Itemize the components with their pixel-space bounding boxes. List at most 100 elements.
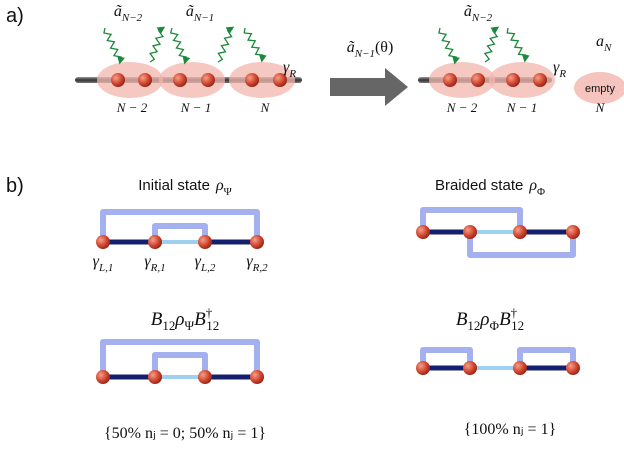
operator-label: ãN−1 [186, 3, 214, 24]
operator-label-sub: N−2 [471, 12, 493, 24]
majorana [250, 235, 264, 249]
site-label: N [595, 100, 606, 115]
site-label: N − 1 [506, 100, 537, 115]
result: {100% nⱼ = 1} [464, 421, 557, 438]
site [97, 62, 163, 98]
removed-label-base: a [596, 33, 604, 50]
arrow-label-arg: (θ) [375, 39, 393, 56]
site-label: N − 2 [446, 100, 478, 115]
op-rho-sub: Ψ [185, 318, 195, 333]
gamma-label: γL,2 [195, 253, 216, 274]
op-b-sub: 12 [162, 318, 175, 333]
operator-label-sub: N−1 [193, 12, 214, 24]
majorana [201, 73, 215, 87]
gamma-label-sub: L,1 [98, 262, 113, 274]
majorana [96, 370, 110, 384]
state-title-text: Initial state [138, 177, 210, 194]
majorana [198, 370, 212, 384]
operator-label: ãN−2 [464, 3, 493, 24]
photon [439, 28, 456, 62]
operation-label: B12ρΨB†12 [151, 305, 219, 333]
gamma-label: γR [553, 59, 566, 80]
op-b: B [151, 309, 163, 330]
site [159, 62, 225, 98]
majorana [148, 370, 162, 384]
rho: ρ [215, 177, 224, 194]
majorana [138, 73, 152, 87]
photon [218, 28, 232, 62]
majorana [416, 225, 430, 239]
majorana [566, 361, 580, 375]
gamma-label-sub: L,2 [200, 262, 216, 274]
op-rho: ρ [174, 309, 184, 330]
majorana [173, 73, 187, 87]
majorana [443, 73, 457, 87]
op-b: B [194, 309, 206, 330]
gamma-label: γL,1 [93, 253, 114, 274]
photon [485, 28, 497, 62]
majorana [513, 361, 527, 375]
panel-label: a) [6, 5, 24, 27]
op-rho: ρ [479, 309, 489, 330]
transfer-arrow [330, 68, 408, 106]
state-title: Braided state ρΦ [435, 177, 545, 198]
majorana [198, 235, 212, 249]
photon [150, 28, 163, 62]
majorana [245, 73, 259, 87]
majorana [250, 370, 264, 384]
site-label: N [260, 100, 271, 115]
photon [171, 28, 187, 62]
fusion-loop [155, 226, 205, 242]
gamma-label-sub: R [558, 68, 566, 80]
arrow-label: ãN−1(θ) [347, 39, 394, 60]
op-b-sub: 12 [206, 318, 219, 333]
site-label: N − 2 [116, 100, 148, 115]
op-rho-sub: Φ [490, 318, 500, 333]
fusion-loop [155, 355, 205, 377]
majorana [566, 225, 580, 239]
majorana [471, 73, 485, 87]
removed-label-sub: N [603, 42, 612, 54]
gamma-label: γR,2 [246, 253, 268, 274]
result: {50% nⱼ = 0; 50% nⱼ = 1} [104, 425, 266, 442]
fusion-loop [103, 342, 257, 377]
majorana [148, 235, 162, 249]
fusion-loop [423, 350, 470, 368]
operator-label-base: ã [186, 3, 194, 20]
figure: a) b) ãN−2ãN−1γRN − 2N − 1NãN−1(θ)ãN−2γR… [0, 0, 624, 452]
op-b-sub: 12 [467, 318, 480, 333]
op-b: B [499, 309, 511, 330]
removed-label: aN [596, 33, 612, 54]
rho: ρ [528, 177, 537, 194]
majorana [533, 73, 547, 87]
photon [244, 28, 263, 60]
operator-label: ãN−2 [114, 3, 143, 24]
gamma-label-sub: R,2 [252, 262, 268, 274]
photon [507, 28, 526, 60]
gamma-label-sub: R,1 [150, 262, 166, 274]
majorana [96, 235, 110, 249]
op-b-sub: 12 [511, 318, 524, 333]
rho-sub: Φ [537, 186, 545, 198]
state-title-text: Braided state [435, 177, 523, 194]
majorana [111, 73, 125, 87]
gamma-label: γR,1 [144, 253, 165, 274]
majorana [463, 225, 477, 239]
gamma-label-sub: R [288, 68, 296, 80]
majorana [513, 225, 527, 239]
site [429, 62, 495, 98]
operation-label: B12ρΦB†12 [456, 305, 524, 333]
op-b: B [456, 309, 468, 330]
operator-label-base: ã [114, 3, 122, 20]
arrow-label-base: ã [347, 39, 355, 56]
empty-label: empty [585, 83, 615, 95]
operator-label-base: ã [464, 3, 472, 20]
panel-label: b) [6, 175, 24, 197]
majorana [416, 361, 430, 375]
site-label: N − 1 [180, 100, 211, 115]
majorana [506, 73, 520, 87]
operator-label-sub: N−2 [121, 12, 143, 24]
arrow-label-sub: N−1 [354, 48, 375, 60]
fusion-loop [520, 350, 573, 368]
